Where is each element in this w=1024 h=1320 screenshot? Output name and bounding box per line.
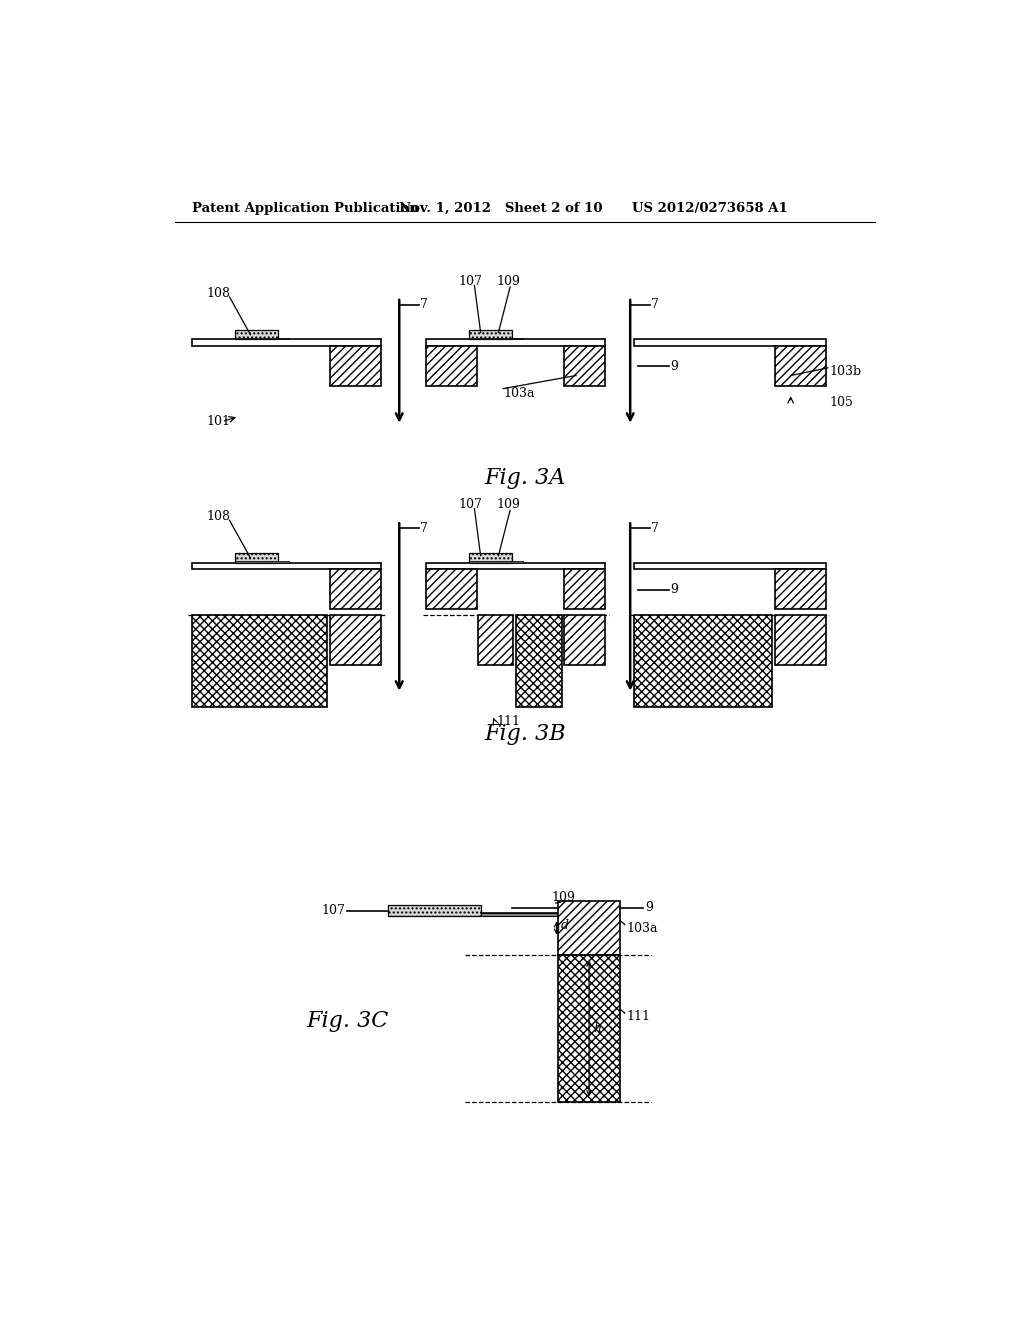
Text: Fig. 3A: Fig. 3A	[484, 467, 565, 488]
Bar	[558, 902, 621, 956]
Bar	[426, 562, 604, 569]
Text: 108: 108	[206, 510, 230, 523]
Bar	[426, 569, 477, 609]
Bar	[480, 913, 558, 916]
Text: Fig. 3B: Fig. 3B	[484, 722, 565, 744]
Bar	[634, 615, 772, 708]
Bar	[564, 569, 604, 609]
Bar	[469, 338, 523, 339]
Bar	[193, 339, 381, 346]
Bar	[564, 346, 604, 385]
Bar	[775, 615, 825, 665]
Text: Patent Application Publication: Patent Application Publication	[193, 202, 419, 215]
Text: d: d	[561, 919, 569, 932]
Text: Nov. 1, 2012   Sheet 2 of 10: Nov. 1, 2012 Sheet 2 of 10	[399, 202, 603, 215]
Bar	[193, 562, 381, 569]
Text: US 2012/0273658 A1: US 2012/0273658 A1	[632, 202, 787, 215]
Text: Fig. 3C: Fig. 3C	[306, 1010, 388, 1032]
Bar	[469, 561, 523, 562]
Text: 7: 7	[651, 298, 659, 312]
Text: h: h	[593, 1022, 601, 1035]
Bar	[193, 615, 328, 708]
Bar	[469, 330, 512, 339]
Text: 111: 111	[496, 714, 520, 727]
Text: 9: 9	[646, 902, 653, 915]
Bar	[515, 615, 562, 708]
Text: 9: 9	[671, 583, 678, 597]
Text: 107: 107	[459, 499, 482, 511]
Text: 7: 7	[420, 298, 428, 312]
Bar	[775, 346, 825, 385]
Text: 107: 107	[459, 275, 482, 288]
Bar	[478, 615, 513, 665]
Bar	[331, 615, 381, 665]
Text: 7: 7	[651, 521, 659, 535]
Text: 105: 105	[829, 396, 853, 409]
Text: 103a: 103a	[504, 387, 536, 400]
Text: 109: 109	[552, 891, 575, 904]
Text: 109: 109	[496, 275, 520, 288]
Bar	[234, 561, 289, 562]
Bar	[331, 569, 381, 609]
Text: 103b: 103b	[829, 366, 861, 379]
Text: 7: 7	[420, 521, 428, 535]
Text: 107: 107	[322, 904, 345, 917]
Bar	[426, 339, 604, 346]
Bar	[634, 339, 825, 346]
Bar	[234, 338, 289, 339]
Bar	[426, 346, 477, 385]
Text: 109: 109	[496, 499, 520, 511]
Text: 111: 111	[627, 1010, 650, 1023]
Bar	[234, 553, 278, 562]
Bar	[469, 553, 512, 562]
Bar	[775, 569, 825, 609]
Text: 108: 108	[206, 286, 230, 300]
Bar	[634, 562, 825, 569]
Bar	[331, 346, 381, 385]
Bar	[558, 956, 621, 1102]
Text: 103a: 103a	[627, 921, 657, 935]
Bar	[234, 330, 278, 339]
Text: 9: 9	[671, 360, 678, 372]
Bar	[564, 615, 604, 665]
Text: 101: 101	[206, 416, 230, 428]
Bar	[388, 906, 480, 916]
